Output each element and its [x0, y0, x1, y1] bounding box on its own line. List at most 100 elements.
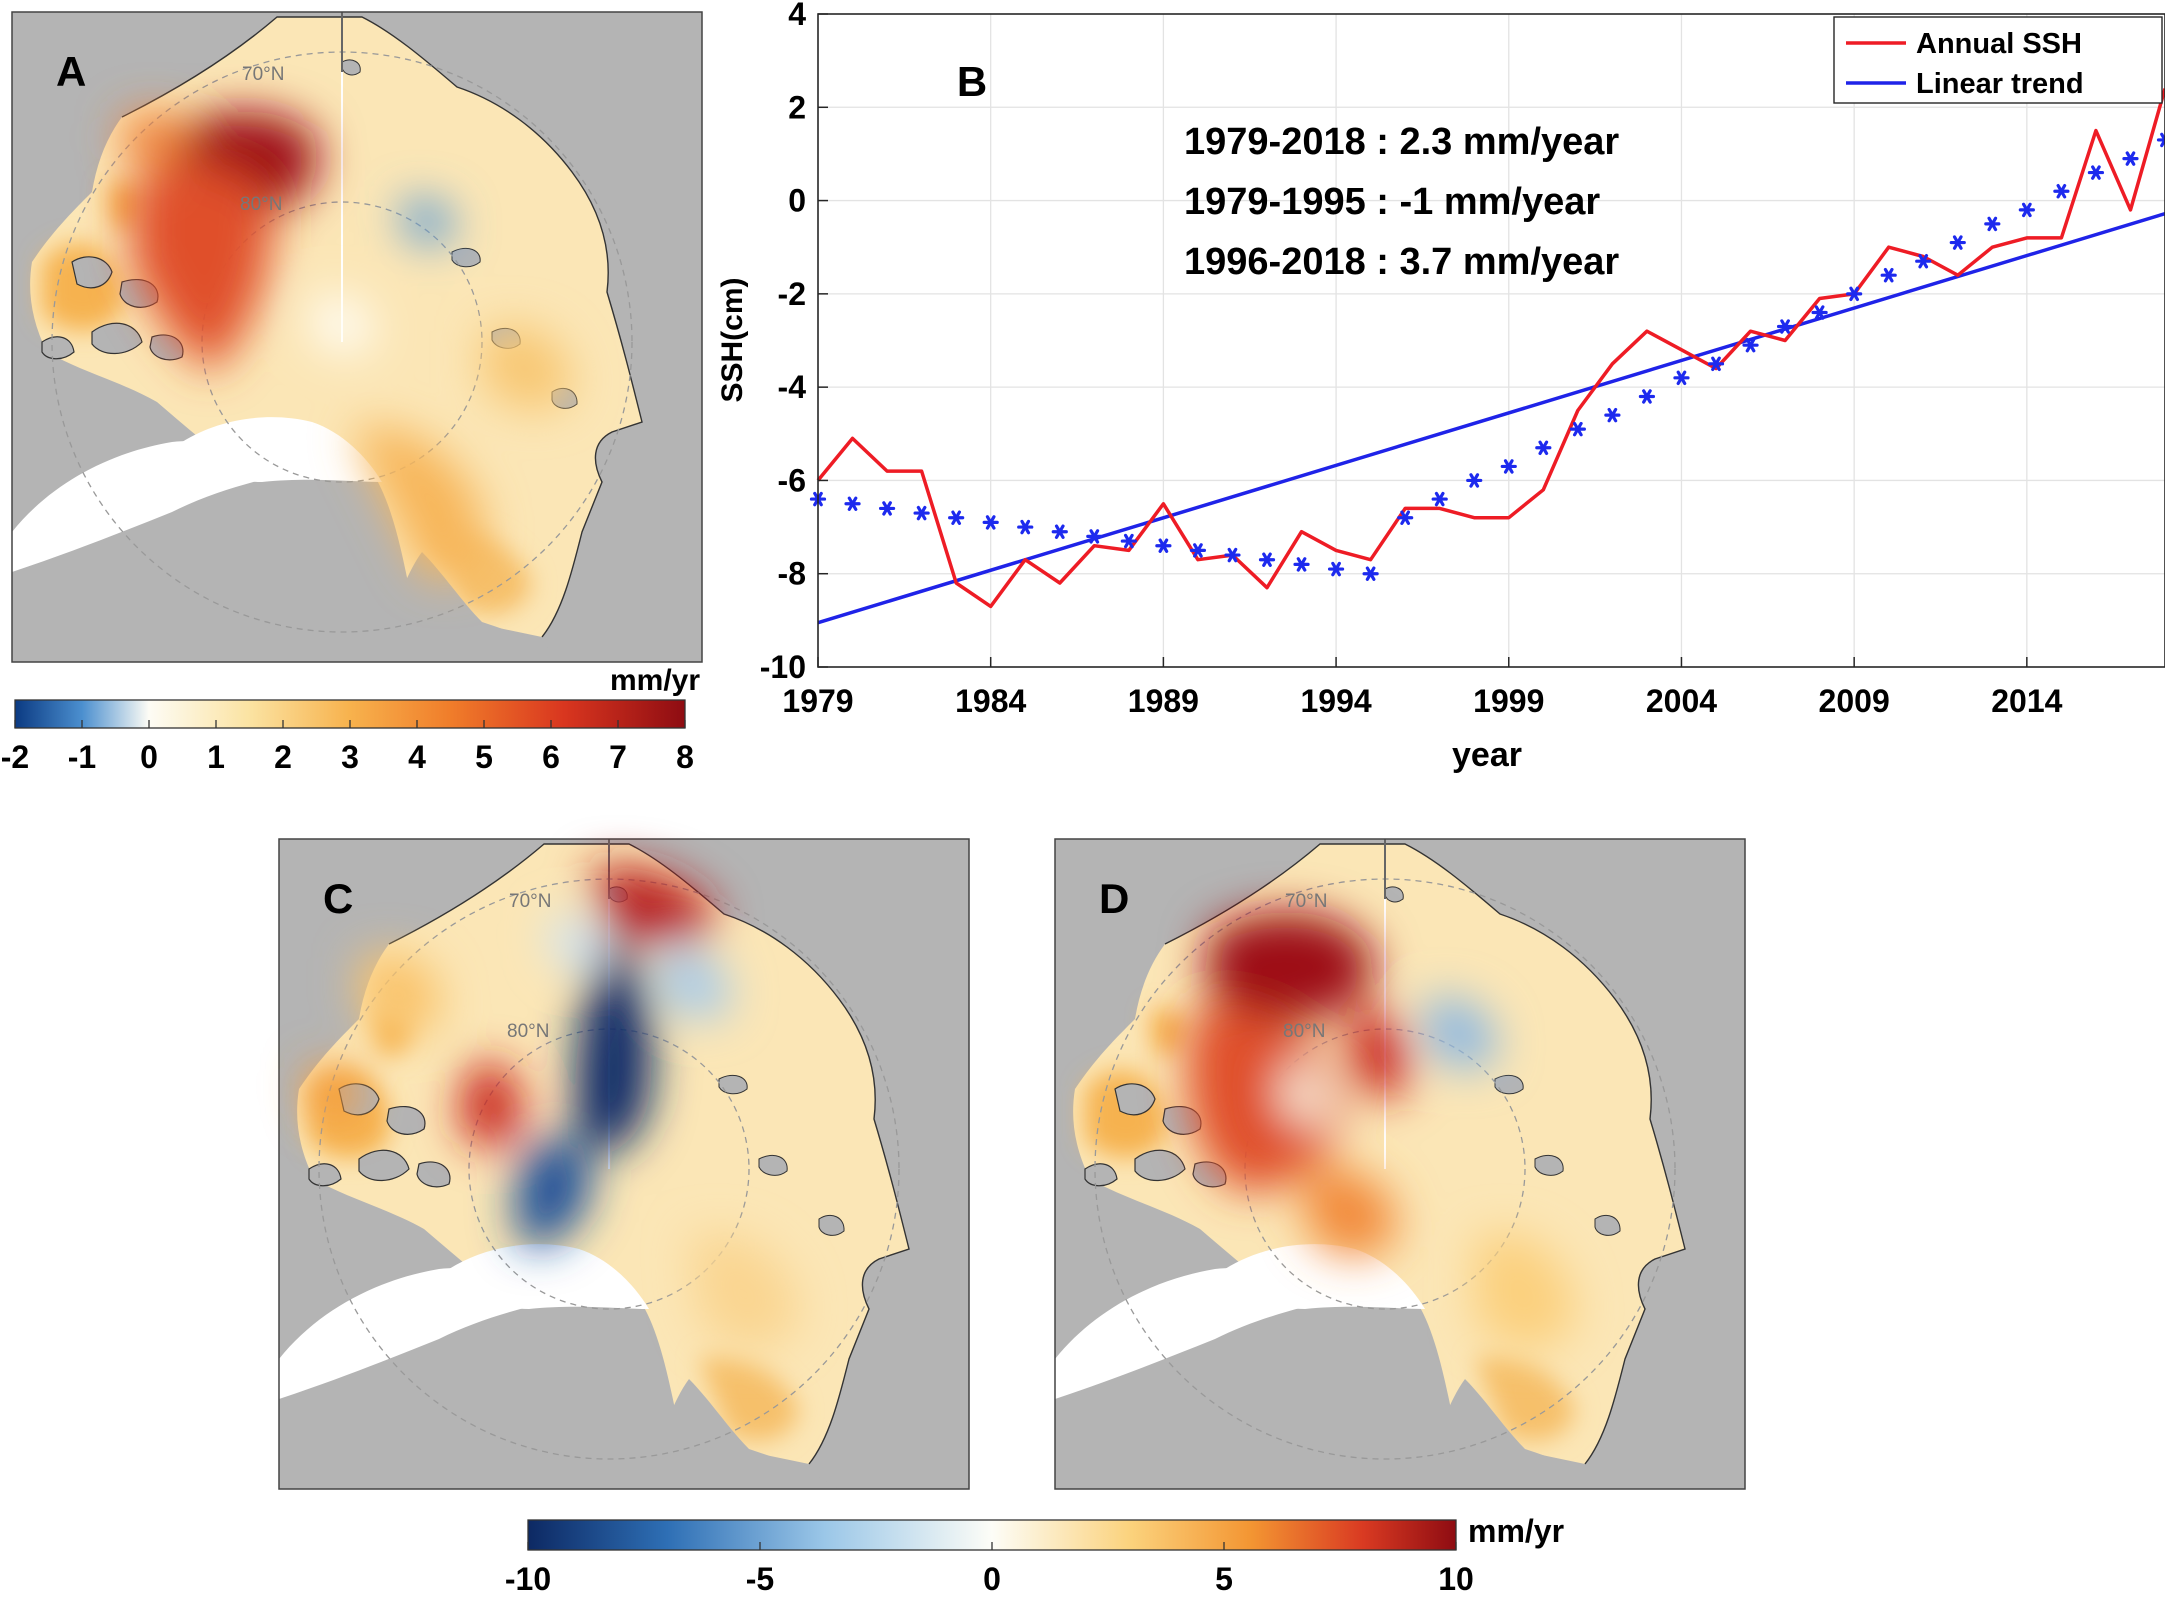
- series-layer: [809, 88, 2165, 625]
- annotation-1996-2018: 1996-2018 : 3.7 mm/year: [1184, 241, 1619, 283]
- trend-marker: [1086, 529, 1103, 544]
- colorbar-tick-label: -1: [68, 739, 96, 775]
- trend-marker: [2018, 202, 2035, 218]
- trend-marker: [844, 496, 861, 511]
- trend-marker: [1431, 491, 1448, 507]
- colorbar-tick-label: 10: [1438, 1561, 1474, 1597]
- trend-marker: [1915, 253, 1932, 269]
- y-tick-label: -4: [778, 369, 807, 405]
- colorbar-a-unit: mm/yr: [610, 664, 700, 697]
- trend-marker: [1224, 547, 1241, 563]
- trend-marker: [1155, 538, 1172, 553]
- panel-a-letter: A: [56, 48, 86, 95]
- lat-label-80: 80°N: [240, 194, 282, 215]
- colorbar-tick-label: 0: [983, 1561, 1001, 1597]
- grid: [818, 14, 2165, 667]
- legend: Annual SSH Linear trend: [1833, 16, 2163, 104]
- plot-area: [818, 14, 2165, 667]
- trend-marker: [1707, 356, 1725, 372]
- x-tick-label: 2004: [1646, 683, 1717, 719]
- legend-label-annual: Annual SSH: [1916, 28, 2082, 60]
- y-tick-label: 2: [788, 89, 806, 125]
- lat-label-80: 80°N: [1283, 1021, 1325, 1042]
- legend-box: [1833, 16, 2163, 104]
- trend-marker: [1500, 459, 1517, 474]
- y-tick-label: -10: [760, 649, 806, 685]
- x-axis-label: year: [1452, 736, 1522, 774]
- trend-marker: [2087, 165, 2105, 180]
- lat-label-80: 80°N: [507, 1021, 549, 1042]
- lat-label-70: 70°N: [509, 891, 551, 912]
- trend-marker: [1811, 305, 1828, 320]
- colorbar-a-ticks: -2 -1 0 1 2 3 4 5 6 7 8: [1, 720, 694, 775]
- trend-marker: [1673, 370, 1690, 386]
- lat-label-70: 70°N: [242, 64, 284, 85]
- y-tick-label: -8: [778, 556, 806, 592]
- y-tick-label: 4: [788, 0, 806, 32]
- trend-marker: [1880, 267, 1897, 283]
- y-tick-label: -6: [778, 462, 806, 498]
- colorbar-tick-label: -10: [505, 1561, 551, 1597]
- legend-label-trend: Linear trend: [1916, 68, 2084, 100]
- series-linear-trend: [817, 211, 2165, 625]
- trend-marker: [1258, 552, 1276, 567]
- colorbar-tick-label: 5: [1215, 1561, 1233, 1597]
- map-panel-d: D 70°N 80°N: [1055, 839, 1745, 1489]
- trend-marker: [1776, 319, 1794, 334]
- trend-marker: [948, 510, 965, 525]
- trend-marker: [1569, 421, 1586, 437]
- annotation-1979-1995: 1979-1995 : -1 mm/year: [1184, 181, 1600, 223]
- trend-marker: [1984, 216, 2001, 232]
- colorbar-tick-label: 2: [274, 739, 292, 775]
- y-tick-label: -2: [778, 276, 806, 312]
- colorbar-tick-label: -5: [746, 1561, 774, 1597]
- trend-marker: [1017, 519, 1034, 535]
- colorbar-tick-label: 6: [542, 739, 560, 775]
- ssh-chart: 1979 1984 1989 1994 1999 2004 2009 2014 -10 -8 -6…: [716, 0, 2165, 774]
- trend-marker: [1189, 543, 1207, 558]
- colorbar-tick-label: -2: [1, 739, 29, 775]
- trend-marker: [1949, 235, 1966, 250]
- trend-marker: [2053, 184, 2070, 199]
- colorbar-b-ticks: -10 -5 0 5 10: [505, 1542, 1474, 1597]
- trend-marker: [1051, 524, 1068, 539]
- trend-marker: [878, 501, 896, 516]
- trend-marker: [1604, 407, 1621, 423]
- trend-marker: [913, 505, 930, 521]
- colorbar-tick-label: 4: [408, 739, 426, 775]
- x-tick-label: 2009: [1819, 683, 1890, 719]
- x-tick-label: 1984: [955, 683, 1026, 719]
- colorbar-tick-label: 8: [676, 739, 694, 775]
- trend-marker: [1535, 440, 1552, 456]
- trend-marker: [2156, 132, 2165, 148]
- trend-marker: [1327, 561, 1345, 577]
- x-tick-label: 1999: [1473, 683, 1544, 719]
- lat-label-70: 70°N: [1285, 891, 1327, 912]
- x-tick-label: 2014: [1991, 683, 2062, 719]
- trend-marker: [1742, 337, 1759, 353]
- trend-marker: [1466, 473, 1483, 488]
- trend-marker: [1397, 510, 1414, 525]
- trend-marker: [1293, 557, 1310, 572]
- trend-marker: [1120, 533, 1137, 549]
- colorbar-b: mm/yr -10 -5 0 5 10: [505, 1513, 1564, 1597]
- x-tick-label: 1989: [1128, 683, 1199, 719]
- colorbar-tick-label: 7: [609, 739, 627, 775]
- y-tick-label: 0: [788, 183, 806, 219]
- trend-marker: [1846, 286, 1863, 302]
- colorbar-b-unit: mm/yr: [1468, 1513, 1564, 1549]
- colorbar-tick-label: 1: [207, 739, 225, 775]
- trend-marker: [982, 515, 999, 530]
- panel-b-letter: B: [957, 58, 987, 105]
- trend-marker: [1638, 389, 1656, 404]
- colorbar-a: mm/yr -2 -1 0 1 2 3 4 5 6 7 8: [1, 664, 701, 775]
- colorbar-tick-label: 0: [140, 739, 158, 775]
- colorbar-tick-label: 5: [475, 739, 493, 775]
- plot-frame: [817, 13, 2165, 668]
- x-axis-ticks: 1979 1984 1989 1994 1999 2004 2009 2014: [782, 657, 2063, 719]
- x-tick-label: 1979: [782, 683, 853, 719]
- trend-marker: [1362, 566, 1379, 581]
- y-axis-label: SSH(cm): [716, 277, 749, 402]
- series-annual-ssh: [816, 88, 2165, 609]
